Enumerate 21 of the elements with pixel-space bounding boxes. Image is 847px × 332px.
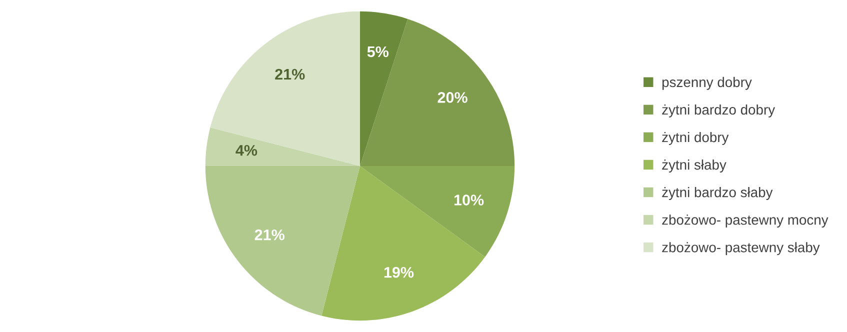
data-label: 21% bbox=[254, 229, 284, 240]
legend-label: zbożowo- pastewny mocny bbox=[662, 214, 828, 228]
data-label: 4% bbox=[236, 144, 258, 156]
legend-label: zbożowo- pastewny słaby bbox=[662, 242, 820, 256]
legend-label: żytni dobry bbox=[662, 132, 729, 145]
data-label: 5% bbox=[367, 46, 389, 58]
data-label: 10% bbox=[454, 194, 484, 206]
data-label: 19% bbox=[384, 266, 414, 278]
legend-label: żytni bardzo słaby bbox=[662, 187, 773, 200]
pie-slice bbox=[360, 18, 515, 166]
data-label: 20% bbox=[438, 92, 468, 103]
pie-slice bbox=[322, 166, 486, 321]
pie-slice bbox=[205, 128, 360, 166]
pie-slice bbox=[205, 166, 360, 316]
legend-label: żytni bardzo dobry bbox=[662, 104, 776, 118]
legend-label: pszenny dobry bbox=[662, 76, 752, 90]
legend-label: żytni słaby bbox=[662, 160, 726, 172]
data-label: 21% bbox=[275, 68, 305, 80]
pie-slice bbox=[360, 166, 515, 257]
pie-slice bbox=[210, 11, 360, 166]
pie-slice bbox=[360, 11, 408, 166]
